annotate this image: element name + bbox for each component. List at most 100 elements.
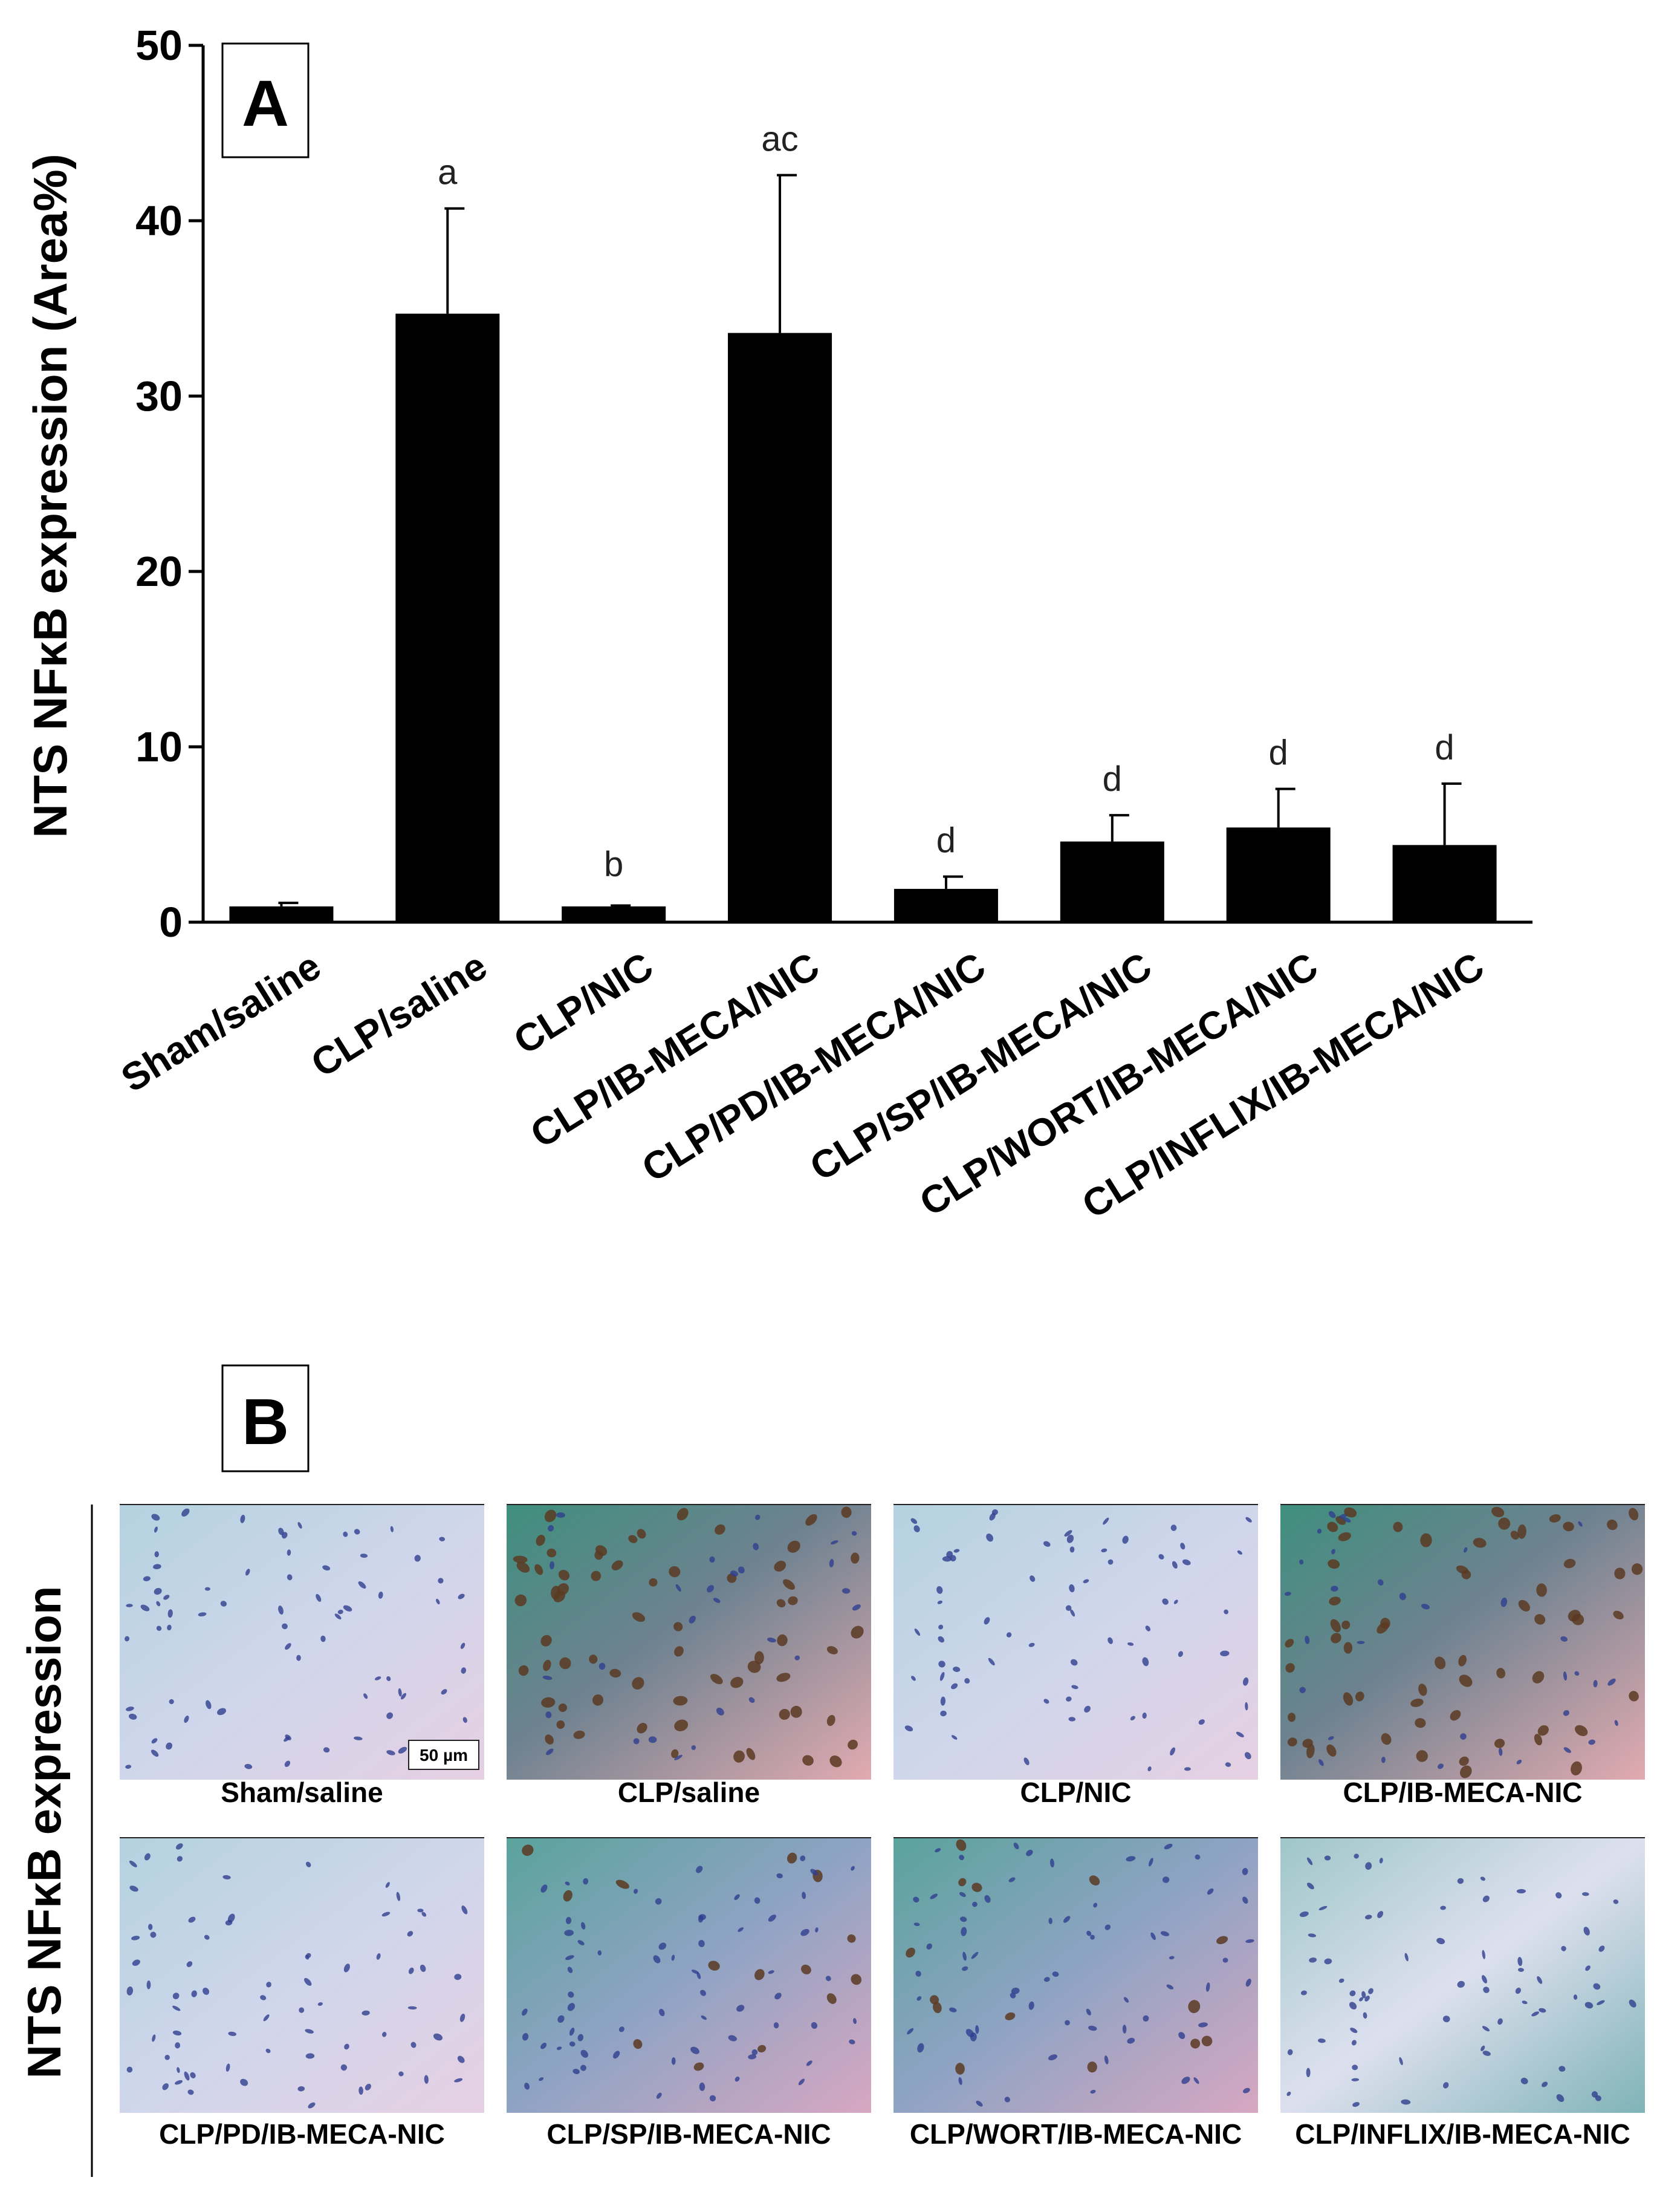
category-label: CLP/NIC	[506, 944, 660, 1063]
cell-nucleus	[1324, 1855, 1331, 1861]
cell-nucleus	[975, 2025, 979, 2034]
micrograph-image	[894, 1838, 1258, 2113]
cell-nucleus	[203, 1988, 210, 1995]
cell-nucleus	[1043, 1541, 1051, 1547]
cell-nucleus	[1393, 1521, 1403, 1532]
cell-nucleus	[962, 1951, 967, 1961]
cell-nucleus	[964, 1678, 970, 1684]
cell-nucleus	[917, 2043, 924, 2053]
cell-nucleus	[1561, 1945, 1566, 1951]
micrograph	[1280, 1837, 1645, 2113]
cell-nucleus	[1496, 1668, 1505, 1679]
cell-nucleus	[175, 1843, 183, 1850]
cell-nucleus	[841, 1506, 852, 1518]
micrograph-image	[120, 1505, 484, 1780]
cell-nucleus	[1123, 1997, 1129, 2003]
cell-nucleus	[1181, 2077, 1190, 2084]
error-bars	[278, 174, 1462, 907]
cell-nucleus	[1158, 1553, 1164, 1560]
cell-nucleus	[461, 1667, 467, 1674]
cell-nucleus	[1048, 1918, 1052, 1924]
cell-nucleus	[851, 1531, 857, 1536]
cell-nucleus	[802, 1755, 814, 1766]
cell-nucleus	[1401, 2099, 1411, 2105]
cell-nucleus	[1122, 1535, 1129, 1544]
micrograph: 50 µm	[120, 1504, 484, 1780]
cell-nucleus	[1563, 1521, 1574, 1532]
cell-nucleus	[1381, 1733, 1392, 1745]
cell-nucleus	[140, 1604, 150, 1612]
cell-nucleus	[826, 1993, 837, 2004]
cell-nucleus	[748, 2054, 757, 2060]
cell-nucleus	[805, 1514, 817, 1526]
cell-nucleus	[930, 1893, 938, 1899]
cell-nucleus	[815, 1927, 819, 1933]
cell-nucleus	[1510, 1531, 1519, 1540]
cell-nucleus	[151, 1514, 160, 1521]
cell-nucleus	[1300, 1990, 1307, 1996]
cell-nucleus	[282, 1623, 288, 1630]
cell-nucleus	[548, 1525, 554, 1532]
cell-nucleus	[1108, 1559, 1114, 1565]
cell-nucleus	[1242, 1896, 1248, 1904]
cell-nucleus	[1242, 2087, 1250, 2094]
cell-nucleus	[524, 2083, 530, 2090]
cell-nucleus	[410, 2041, 417, 2048]
cell-nucleus	[126, 1604, 133, 1607]
cell-nucleus	[1331, 1633, 1341, 1644]
cell-nucleus	[542, 1675, 553, 1680]
y-tick-label: 0	[159, 899, 183, 946]
cell-nucleus	[546, 1548, 557, 1558]
cell-nucleus	[1399, 1593, 1406, 1601]
cell-nucleus	[1069, 1546, 1075, 1553]
cell-nucleus	[544, 1509, 557, 1523]
cell-nucleus	[976, 2100, 983, 2107]
micrograph	[507, 1504, 871, 1780]
cell-nucleus	[1563, 1558, 1576, 1569]
cell-nucleus	[1245, 1517, 1252, 1523]
cell-nucleus	[420, 1964, 426, 1972]
cell-nucleus	[853, 2018, 857, 2025]
cell-nucleus	[1585, 1965, 1591, 1971]
cell-nucleus	[1086, 2008, 1091, 2015]
cell-nucleus	[390, 1526, 394, 1532]
cell-nucleus	[790, 1705, 802, 1718]
cell-nucleus	[1309, 1957, 1317, 1963]
cell-nucleus	[1011, 1987, 1020, 1994]
cell-nucleus	[1421, 1604, 1430, 1610]
cell-nucleus	[1532, 1671, 1545, 1684]
cell-nucleus	[175, 2080, 183, 2085]
cell-nucleus	[783, 1579, 795, 1590]
cell-nucleus	[1500, 1597, 1508, 1607]
cell-nucleus	[709, 2095, 716, 2102]
cell-nucleus	[1539, 2008, 1546, 2013]
cell-nucleus	[1517, 1968, 1525, 1972]
cell-nucleus	[671, 1954, 675, 1961]
cell-nucleus	[592, 1694, 603, 1706]
cell-nucleus	[1415, 1718, 1426, 1728]
cell-nucleus	[842, 1588, 851, 1594]
cell-nucleus	[424, 2075, 429, 2084]
cell-nucleus	[1173, 1599, 1178, 1604]
cell-nucleus	[1198, 2022, 1208, 2028]
cell-nucleus	[698, 1914, 706, 1921]
cell-nucleus	[1597, 2000, 1605, 2005]
cell-nucleus	[177, 1856, 183, 1862]
cell-nucleus	[1354, 1853, 1359, 1859]
cell-nucleus	[648, 1736, 657, 1743]
y-tick-label: 20	[135, 548, 183, 595]
cell-nucleus	[691, 1745, 696, 1751]
cell-nucleus	[826, 1646, 838, 1654]
cell-nucleus	[154, 1551, 159, 1558]
cell-nucleus	[1150, 1932, 1156, 1941]
cell-nucleus	[1188, 2000, 1201, 2014]
cell-nucleus	[829, 1559, 834, 1568]
panel-a: A NTS NFκB expression (Area%) 0 10 20 30 40 5…	[24, 22, 1532, 1227]
cell-nucleus	[299, 2007, 305, 2013]
cell-nucleus	[1461, 1570, 1471, 1579]
cell-nucleus	[1088, 2025, 1097, 2031]
cell-nucleus	[285, 1734, 291, 1740]
cell-nucleus	[915, 1971, 921, 1977]
cell-nucleus	[580, 2064, 586, 2071]
